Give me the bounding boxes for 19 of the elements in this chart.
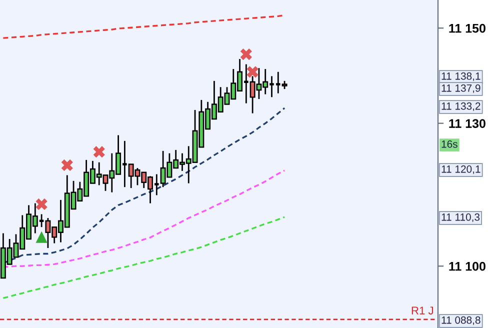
line-series [2,216,286,299]
point [246,66,258,78]
point [36,198,48,210]
point [36,231,48,243]
text: 11 133,2 [442,102,480,112]
point [240,48,252,60]
line-series [2,14,286,39]
text: 11 088,8 [442,316,480,326]
ref-line-label: R1 J [412,306,434,314]
y-tick-label: 11 100 [449,262,486,271]
text: 11 138,1 [442,72,480,82]
text: 11 120,1 [442,165,480,174]
text: 11 110,3 [442,213,480,222]
text: 11 137,9 [442,84,480,94]
text: 16s [442,140,458,148]
point [93,146,105,158]
y-tick-label: 11 150 [449,24,486,33]
y-tick-label: 11 130 [449,119,486,128]
point [61,159,73,171]
